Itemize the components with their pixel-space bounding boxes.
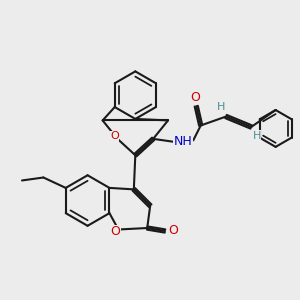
- Text: O: O: [110, 225, 120, 239]
- Text: H: H: [216, 102, 225, 112]
- Text: O: O: [110, 131, 119, 142]
- Text: H: H: [252, 131, 261, 141]
- Text: NH: NH: [174, 135, 193, 148]
- Text: O: O: [190, 91, 200, 104]
- Text: O: O: [168, 224, 178, 238]
